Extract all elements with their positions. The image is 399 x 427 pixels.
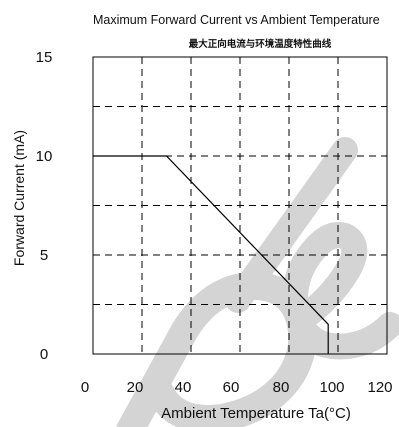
x-tick-label: 0 (81, 379, 89, 396)
chart-subtitle: 最大正向电流与环境温度特性曲线 (189, 38, 332, 50)
x-tick-label: 40 (175, 379, 192, 396)
y-tick-labels: 0 5 10 15 (36, 49, 53, 363)
y-tick-label: 15 (36, 49, 53, 66)
watermark (116, 137, 399, 427)
chart-title: Maximum Forward Current vs Ambient Tempe… (93, 13, 380, 27)
x-tick-label: 60 (223, 379, 240, 396)
x-tick-label: 20 (127, 379, 144, 396)
x-tick-labels: 0 20 40 60 80 100 120 (81, 379, 393, 396)
x-tick-label: 120 (367, 379, 392, 396)
series-layer (93, 155, 329, 354)
y-tick-label: 10 (36, 148, 53, 165)
series-line-0 (93, 155, 329, 354)
plot-frame (92, 56, 388, 355)
y-tick-label: 0 (40, 346, 48, 363)
y-axis-label: Forward Current (mA) (11, 130, 27, 266)
y-tick-label: 5 (40, 247, 48, 264)
x-tick-label: 80 (273, 379, 290, 396)
x-tick-label: 100 (319, 379, 344, 396)
grid (93, 57, 387, 354)
x-axis-label: Ambient Temperature Ta(°C) (161, 405, 351, 422)
